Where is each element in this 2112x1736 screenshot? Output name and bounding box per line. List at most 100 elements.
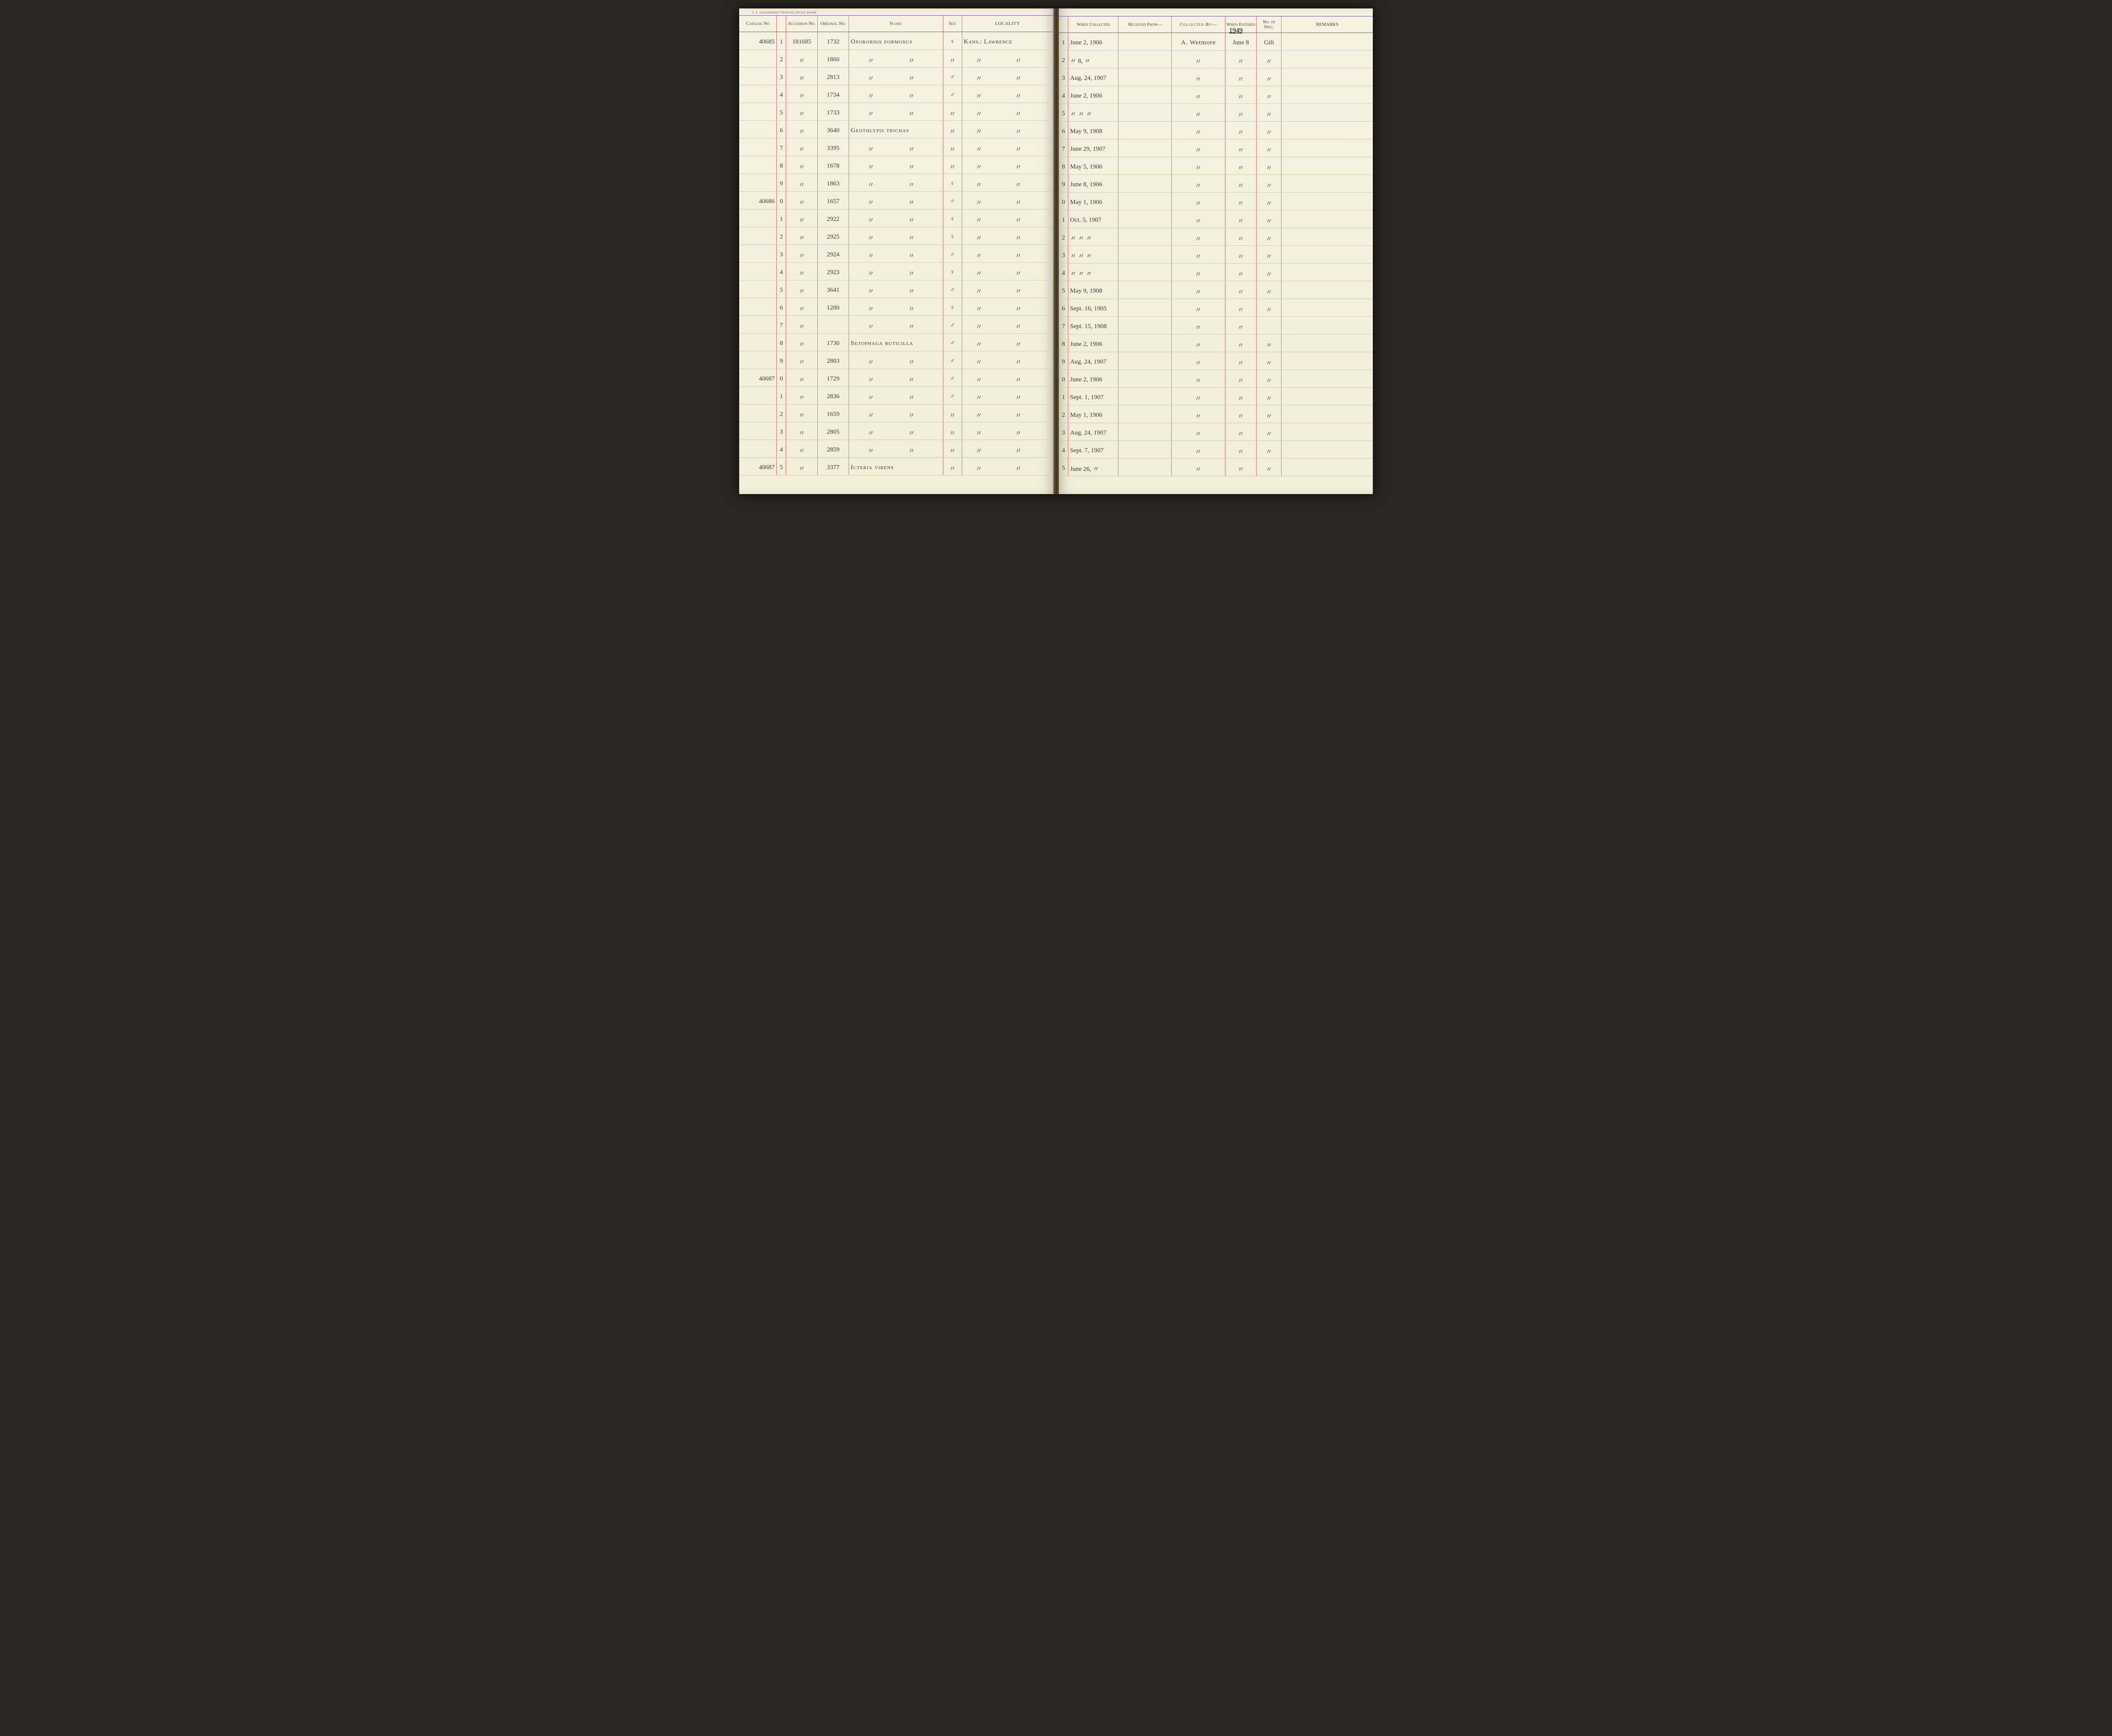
table-row: 4〃 〃 〃〃〃〃 — [1059, 264, 1373, 281]
cell-collected: 〃 — [1172, 122, 1225, 139]
cell-catalog — [739, 440, 777, 457]
table-row: 5〃3641〃〃♂〃〃 — [739, 280, 1053, 298]
cell-name: 〃〃 — [849, 405, 943, 422]
table-row: 8May 5, 1906〃〃〃 — [1059, 157, 1373, 175]
cell-when: 〃 〃 〃 — [1068, 104, 1119, 121]
cell-locality: 〃〃 — [962, 192, 1053, 209]
cell-collected: 〃 — [1172, 157, 1225, 174]
cell-name: 〃〃 — [849, 227, 943, 245]
cell-catalog — [739, 103, 777, 120]
cell-remarks — [1282, 405, 1372, 423]
cell-remarks — [1282, 441, 1372, 458]
cell-when: May 9, 1908 — [1068, 122, 1119, 139]
cell-locality: 〃〃 — [962, 369, 1053, 386]
cell-name: 〃〃 — [849, 192, 943, 209]
table-row: 9June 8, 1906〃〃〃 — [1059, 175, 1373, 193]
cell-when: Aug. 24, 1907 — [1068, 352, 1119, 369]
cell-accession: 〃 — [786, 85, 817, 103]
table-row: 6〃1200〃〃♀〃〃 — [739, 298, 1053, 316]
cell-when: May 9, 1908 — [1068, 281, 1119, 299]
table-row: 2May 1, 1906〃〃〃 — [1059, 405, 1373, 423]
cell-received — [1119, 281, 1172, 299]
cell-remarks — [1282, 334, 1372, 352]
cell-locality: 〃〃 — [962, 405, 1053, 422]
cell-catalog — [739, 280, 777, 298]
cell-locality: 〃〃 — [962, 50, 1053, 67]
cell-spec: 〃 — [1257, 246, 1282, 263]
cell-subno: 8 — [777, 156, 786, 174]
table-row: 7June 29, 1907〃〃〃 — [1059, 139, 1373, 157]
table-row: 406870〃1729〃〃♂〃〃 — [739, 369, 1053, 387]
right-page: When Collected Received From— Collected … — [1059, 8, 1373, 494]
cell-catalog — [739, 405, 777, 422]
cell-locality: 〃〃 — [962, 85, 1053, 103]
cell-spec: 〃 — [1257, 228, 1282, 245]
cell-subno: 5 — [777, 458, 786, 475]
cell-spec: 〃 — [1257, 299, 1282, 316]
cell-collected: 〃 — [1172, 193, 1225, 210]
cell-original — [818, 316, 849, 333]
cell-subno-r: 2 — [1059, 228, 1068, 245]
table-row: 406875〃3377Icteria virens〃〃〃 — [739, 458, 1053, 475]
cell-subno-r: 4 — [1059, 264, 1068, 281]
cell-accession: 〃 — [786, 121, 817, 138]
cell-original: 2803 — [818, 351, 849, 369]
cell-entered: 〃 — [1225, 334, 1257, 352]
cell-subno-r: 1 — [1059, 33, 1068, 50]
cell-collected: 〃 — [1172, 334, 1225, 352]
cell-subno-r: 5 — [1059, 459, 1068, 476]
table-row: 0May 1, 1906〃〃〃 — [1059, 193, 1373, 210]
cell-remarks — [1282, 370, 1372, 387]
cell-name: 〃〃 — [849, 263, 943, 280]
table-row: 8〃1678〃〃〃〃〃 — [739, 156, 1053, 174]
cell-name: Icteria virens — [849, 458, 943, 475]
table-row: 3Aug. 24, 1907〃〃〃 — [1059, 423, 1373, 441]
cell-original: 3377 — [818, 458, 849, 475]
cell-received — [1119, 423, 1172, 440]
cell-received — [1119, 51, 1172, 68]
cell-received — [1119, 264, 1172, 281]
cell-sex: ♂ — [943, 316, 962, 333]
cell-sex: ♂ — [943, 369, 962, 386]
cell-subno-r: 1 — [1059, 388, 1068, 405]
cell-subno: 0 — [777, 192, 786, 209]
cell-when: June 8, 1906 — [1068, 175, 1119, 192]
cell-original: 3395 — [818, 139, 849, 156]
table-row: 1〃2922〃〃♀〃〃 — [739, 209, 1053, 227]
cell-collected: 〃 — [1172, 423, 1225, 440]
cell-received — [1119, 388, 1172, 405]
cell-when: May 1, 1906 — [1068, 193, 1119, 210]
col-header-spec: No. of Spec. — [1257, 16, 1282, 33]
cell-name: 〃〃 — [849, 280, 943, 298]
cell-original: 2836 — [818, 387, 849, 404]
cell-subno-r: 7 — [1059, 317, 1068, 334]
cell-original: 2805 — [818, 422, 849, 440]
cell-locality: 〃〃 — [962, 440, 1053, 457]
cell-subno-r: 4 — [1059, 86, 1068, 103]
cell-subno: 7 — [777, 316, 786, 333]
cell-original: 2924 — [818, 245, 849, 262]
cell-collected: 〃 — [1172, 441, 1225, 458]
cell-locality: 〃〃 — [962, 245, 1053, 262]
cell-spec: 〃 — [1257, 423, 1282, 440]
cell-entered: 〃 — [1225, 228, 1257, 245]
cell-sex: 〃 — [943, 139, 962, 156]
cell-accession: 〃 — [786, 298, 817, 315]
cell-spec: 〃 — [1257, 352, 1282, 369]
cell-remarks — [1282, 86, 1372, 103]
table-row: 4〃2859〃〃〃〃〃 — [739, 440, 1053, 458]
cell-when: 〃 〃 〃 — [1068, 246, 1119, 263]
cell-original: 1730 — [818, 334, 849, 351]
cell-entered: 〃 — [1225, 441, 1257, 458]
cell-subno-r: 3 — [1059, 423, 1068, 440]
cell-subno: 7 — [777, 139, 786, 156]
left-page: U. S. GOVERNMENT PRINTING OFFICE 864998 … — [739, 8, 1054, 494]
cell-subno-r: 0 — [1059, 370, 1068, 387]
cell-spec: 〃 — [1257, 441, 1282, 458]
cell-spec: 〃 — [1257, 281, 1282, 299]
table-row: 2〃2925〃〃♀〃〃 — [739, 227, 1053, 245]
cell-subno: 1 — [777, 32, 786, 49]
cell-remarks — [1282, 139, 1372, 157]
cell-subno: 6 — [777, 298, 786, 315]
cell-catalog — [739, 85, 777, 103]
